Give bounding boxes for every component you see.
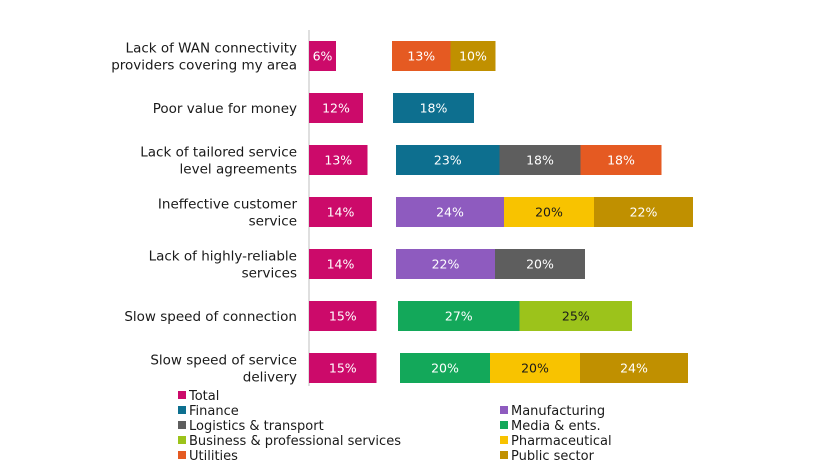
bar-public-sector [450, 41, 496, 71]
category-label: Poor value for money [153, 101, 297, 117]
category-label-line: Slow speed of connection [124, 309, 297, 325]
category-label: Lack of tailored service level agreements [140, 145, 297, 178]
data-label-utilities: 18% [607, 153, 635, 168]
category-label-line: level agreements [180, 162, 297, 178]
data-label-public-sector: 22% [630, 205, 658, 220]
data-label-finance: 23% [434, 153, 462, 168]
category-label-line: Lack of WAN connectivity [126, 41, 297, 57]
data-label-finance: 18% [420, 101, 448, 116]
bar-utilities [580, 145, 662, 175]
bar-total [309, 301, 377, 331]
bar-logistics-and-transport [495, 249, 585, 279]
bar-total [309, 249, 372, 279]
category-label-line: delivery [243, 370, 297, 386]
category-label: Lack of WAN connectivity providers coveri… [111, 41, 297, 74]
category-label-line: Slow speed of service [150, 353, 297, 369]
data-label-total: 14% [327, 205, 355, 220]
bar-finance [396, 145, 500, 175]
data-label-total: 15% [329, 309, 357, 324]
data-label-total: 12% [322, 101, 350, 116]
bar-total [309, 93, 363, 123]
category-label: Slow speed of service delivery [150, 353, 297, 386]
bar-total [309, 41, 336, 71]
category-label: Slow speed of connection [124, 309, 297, 325]
bar-total [309, 353, 377, 383]
bar-manufacturing [396, 197, 504, 227]
data-label-media-and-ents: 27% [445, 309, 473, 324]
data-label-business-and-professional-services: 25% [562, 309, 590, 324]
bar-public-sector [580, 353, 688, 383]
data-label-total: 15% [329, 361, 357, 376]
bar-pharmaceutical [504, 197, 594, 227]
data-label-logistics-and-transport: 18% [526, 153, 554, 168]
category-label-line: services [242, 266, 297, 282]
data-label-media-and-ents: 20% [431, 361, 459, 376]
category-label-line: Poor value for money [153, 101, 297, 117]
bar-media-and-ents [398, 301, 520, 331]
category-label: Lack of highly-reliable services [149, 249, 297, 282]
data-label-public-sector: 10% [459, 49, 487, 64]
data-label-total: 13% [324, 153, 352, 168]
data-label-utilities: 13% [407, 49, 435, 64]
category-label-line: providers covering my area [111, 58, 297, 74]
bar-total [309, 145, 368, 175]
bar-logistics-and-transport [499, 145, 581, 175]
data-label-pharmaceutical: 20% [535, 205, 563, 220]
bar-business-and-professional-services [519, 301, 632, 331]
data-label-manufacturing: 22% [432, 257, 460, 272]
category-label-line: Ineffective customer [158, 197, 298, 213]
bar-public-sector [594, 197, 693, 227]
bar-utilities [392, 41, 451, 71]
data-label-logistics-and-transport: 20% [526, 257, 554, 272]
category-label-line: Lack of tailored service [140, 145, 297, 161]
bar-total [309, 197, 372, 227]
bar-finance [393, 93, 474, 123]
data-label-total: 6% [313, 49, 333, 64]
category-label-line: Lack of highly-reliable [149, 249, 297, 265]
data-label-pharmaceutical: 20% [521, 361, 549, 376]
bar-manufacturing [396, 249, 495, 279]
bar-pharmaceutical [490, 353, 580, 383]
category-label-line: service [249, 214, 297, 230]
data-label-total: 14% [327, 257, 355, 272]
bar-media-and-ents [400, 353, 490, 383]
data-label-public-sector: 24% [620, 361, 648, 376]
data-label-manufacturing: 24% [436, 205, 464, 220]
category-label: Ineffective customer service [158, 197, 298, 230]
